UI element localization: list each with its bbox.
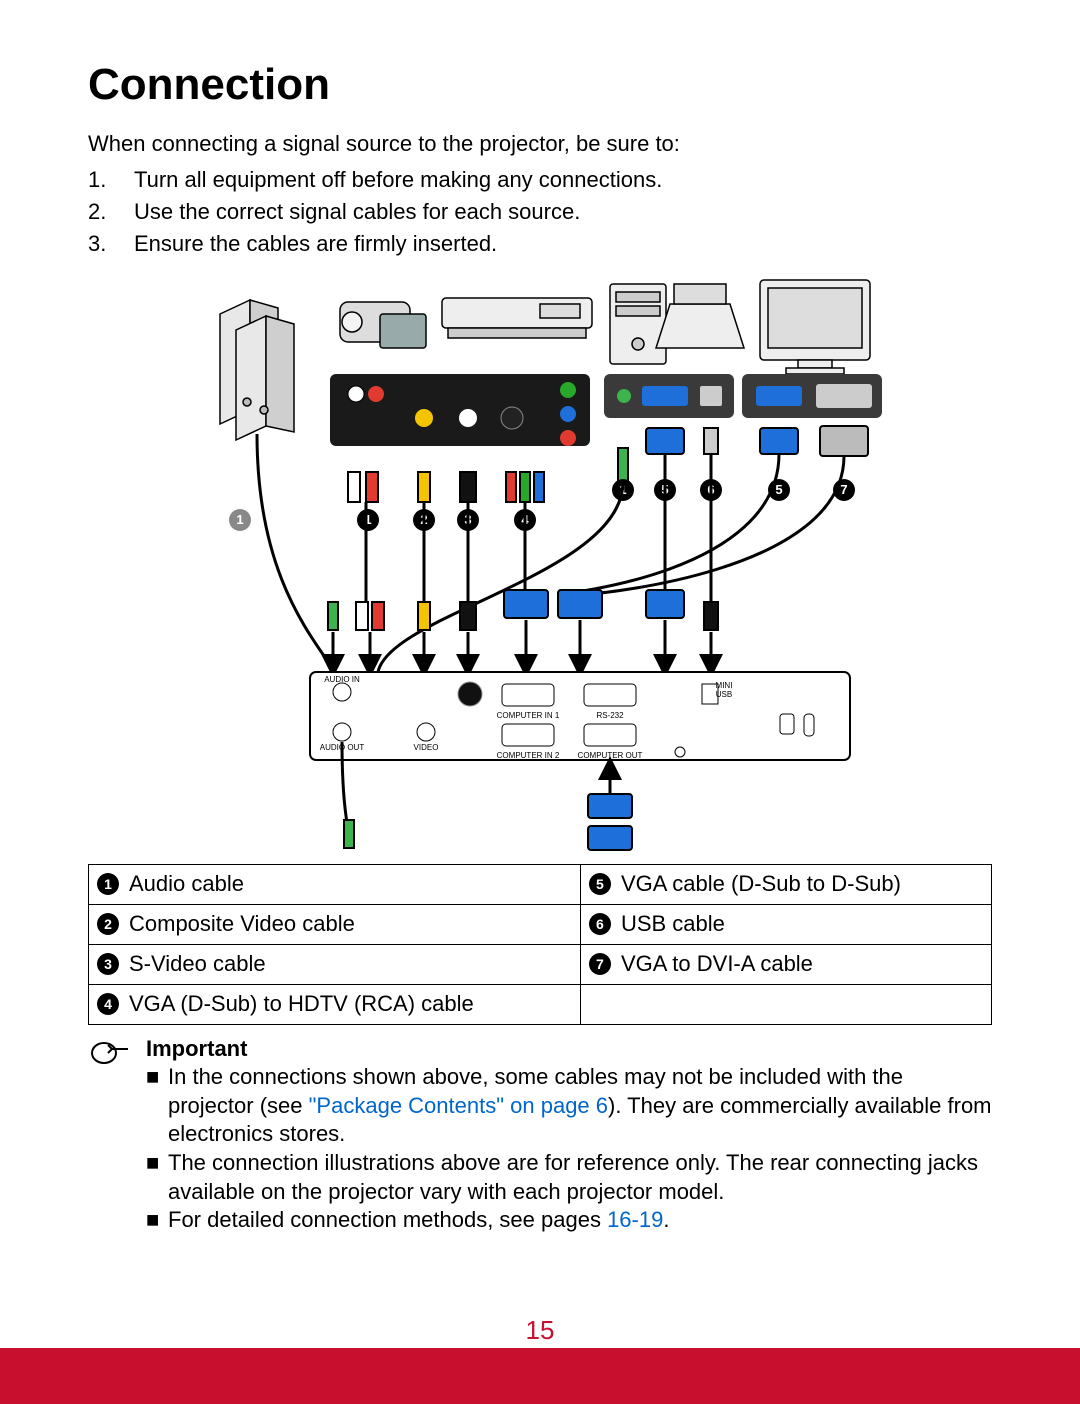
legend-badge: 2 — [97, 913, 119, 935]
legend-table: 1 Audio cable 5 VGA cable (D-Sub to D-Sub)… — [88, 864, 992, 1025]
table-row: 3 S-Video cable 7 VGA to DVI-A cable — [89, 944, 992, 984]
svg-text:COMPUTER OUT: COMPUTER OUT — [578, 751, 643, 760]
connection-diagram: 1 1 2 3 4 1 5 6 5 7 — [88, 274, 992, 854]
legend-label: VGA (D-Sub) to HDTV (RCA) cable — [129, 991, 474, 1017]
step-text: Ensure the cables are firmly inserted. — [134, 231, 497, 256]
legend-label: S-Video cable — [129, 951, 266, 977]
svg-text:COMPUTER IN 2: COMPUTER IN 2 — [497, 751, 560, 760]
svg-text:VIDEO: VIDEO — [414, 743, 439, 752]
svg-text:1: 1 — [236, 512, 243, 527]
legend-badge: 3 — [97, 953, 119, 975]
svg-text:COMPUTER IN 1: COMPUTER IN 1 — [497, 711, 560, 720]
legend-label: USB cable — [621, 911, 725, 937]
source-pc-panel-1 — [604, 374, 734, 418]
svg-text:5: 5 — [775, 482, 782, 497]
svg-text:MINI: MINI — [716, 681, 733, 690]
legend-label: VGA cable (D-Sub to D-Sub) — [621, 871, 901, 897]
device-dvd — [442, 298, 592, 338]
page-title: Connection — [88, 60, 992, 110]
legend-badge: 6 — [589, 913, 611, 935]
device-speakers — [220, 300, 294, 440]
table-row: 4 VGA (D-Sub) to HDTV (RCA) cable — [89, 984, 992, 1024]
note-text: The connection illustrations above are f… — [168, 1150, 978, 1204]
important-note: Important ■ In the connections shown abo… — [88, 1035, 992, 1235]
step-item: 3.Ensure the cables are firmly inserted. — [88, 228, 992, 260]
step-item: 1.Turn all equipment off before making a… — [88, 164, 992, 196]
table-row: 2 Composite Video cable 6 USB cable — [89, 904, 992, 944]
note-link[interactable]: 16-19 — [607, 1207, 663, 1232]
legend-label: Audio cable — [129, 871, 244, 897]
steps-list: 1.Turn all equipment off before making a… — [88, 164, 992, 260]
legend-badge: 4 — [97, 993, 119, 1015]
source-av-panel — [330, 374, 590, 446]
device-monitor — [760, 280, 870, 374]
note-item: ■ In the connections shown above, some c… — [146, 1063, 992, 1149]
legend-label: Composite Video cable — [129, 911, 355, 937]
legend-badge: 1 — [97, 873, 119, 895]
page-number: 15 — [0, 1315, 1080, 1346]
legend-badge: 7 — [589, 953, 611, 975]
note-text: . — [663, 1207, 669, 1232]
source-pc-panel-2 — [742, 374, 882, 418]
svg-text:RS-232: RS-232 — [596, 711, 624, 720]
note-item: ■ For detailed connection methods, see p… — [146, 1206, 992, 1235]
svg-text:AUDIO IN: AUDIO IN — [324, 675, 360, 684]
page: Connection When connecting a signal sour… — [0, 0, 1080, 1404]
important-heading: Important — [146, 1035, 992, 1064]
step-text: Use the correct signal cables for each s… — [134, 199, 580, 224]
footer-bar — [0, 1348, 1080, 1404]
note-item: ■ The connection illustrations above are… — [146, 1149, 992, 1206]
device-camcorder — [340, 302, 426, 348]
step-item: 2.Use the correct signal cables for each… — [88, 196, 992, 228]
legend-label: VGA to DVI-A cable — [621, 951, 813, 977]
note-body: Important ■ In the connections shown abo… — [146, 1035, 992, 1235]
note-link[interactable]: "Package Contents" on page 6 — [309, 1093, 608, 1118]
svg-text:7: 7 — [840, 482, 847, 497]
projector-panel: AUDIO IN AUDIO OUT VIDEO COMPUTER IN 1 C… — [310, 672, 850, 760]
device-desktop — [610, 284, 666, 364]
note-text: For detailed connection methods, see pag… — [168, 1207, 607, 1232]
diagram-svg: 1 1 2 3 4 1 5 6 5 7 — [180, 274, 900, 854]
note-hand-icon — [88, 1035, 134, 1235]
device-laptop — [656, 284, 744, 348]
svg-text:USB: USB — [716, 690, 732, 699]
step-text: Turn all equipment off before making any… — [134, 167, 662, 192]
table-row: 1 Audio cable 5 VGA cable (D-Sub to D-Sub) — [89, 864, 992, 904]
legend-badge: 5 — [589, 873, 611, 895]
intro-text: When connecting a signal source to the p… — [88, 128, 992, 160]
